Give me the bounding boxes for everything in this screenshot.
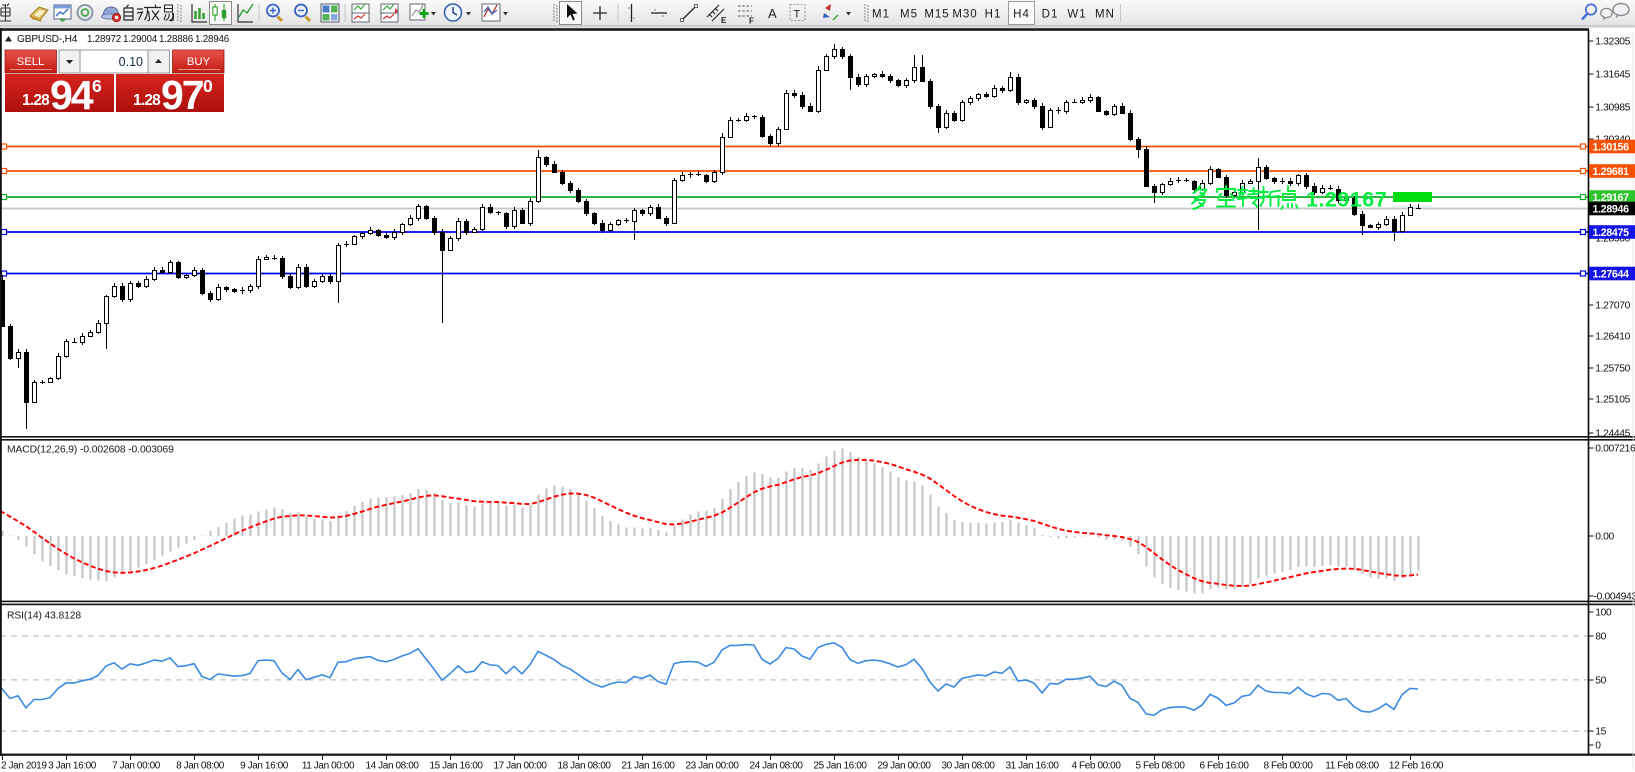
svg-text:1.24445: 1.24445 xyxy=(1595,429,1630,440)
svg-text:8 Jan 08:00: 8 Jan 08:00 xyxy=(176,761,225,772)
svg-text:25 Jan 16:00: 25 Jan 16:00 xyxy=(813,761,867,772)
svg-text:1.32305: 1.32305 xyxy=(1595,37,1630,48)
svg-text:1.29681: 1.29681 xyxy=(1593,166,1630,178)
svg-text:5 Feb 08:00: 5 Feb 08:00 xyxy=(1136,761,1186,772)
svg-text:F: F xyxy=(749,17,754,26)
svg-text:GBPUSD-,H4: GBPUSD-,H4 xyxy=(17,34,78,45)
svg-text:4 Feb 00:00: 4 Feb 00:00 xyxy=(1072,761,1122,772)
svg-text:1.25105: 1.25105 xyxy=(1595,395,1630,406)
svg-text:1.29167: 1.29167 xyxy=(1306,188,1387,212)
svg-text:31 Jan 16:00: 31 Jan 16:00 xyxy=(1005,761,1059,772)
svg-text:94: 94 xyxy=(50,72,94,118)
svg-text:1.28946: 1.28946 xyxy=(195,34,230,45)
svg-text:3 Jan 16:00: 3 Jan 16:00 xyxy=(48,761,97,772)
svg-text:BUY: BUY xyxy=(187,56,211,68)
svg-text:1.27644: 1.27644 xyxy=(1593,269,1630,281)
svg-text:H1: H1 xyxy=(985,9,1002,21)
svg-text:A: A xyxy=(768,6,777,21)
svg-text:29 Jan 00:00: 29 Jan 00:00 xyxy=(877,761,931,772)
svg-text:M15: M15 xyxy=(924,9,949,21)
svg-text:30 Jan 08:00: 30 Jan 08:00 xyxy=(941,761,995,772)
svg-text:-0.004943: -0.004943 xyxy=(1594,592,1635,603)
svg-text:SELL: SELL xyxy=(17,56,45,68)
svg-text:D1: D1 xyxy=(1042,9,1059,21)
svg-text:6: 6 xyxy=(92,76,102,96)
svg-text:T: T xyxy=(794,9,801,21)
svg-text:0: 0 xyxy=(1595,741,1601,752)
svg-text:1.28: 1.28 xyxy=(133,92,161,109)
svg-text:H4: H4 xyxy=(1013,9,1030,21)
svg-text:24 Jan 08:00: 24 Jan 08:00 xyxy=(749,761,803,772)
svg-text:1.28360: 1.28360 xyxy=(1595,234,1630,245)
svg-text:2 Jan 2019: 2 Jan 2019 xyxy=(1,761,47,772)
svg-text:1.28972: 1.28972 xyxy=(87,34,121,45)
svg-text:11 Jan 00:00: 11 Jan 00:00 xyxy=(302,761,355,772)
svg-text:MN: MN xyxy=(1095,9,1115,21)
svg-text:M5: M5 xyxy=(900,9,918,21)
svg-text:E: E xyxy=(721,16,727,25)
svg-text:23 Jan 00:00: 23 Jan 00:00 xyxy=(685,761,739,772)
svg-text:0.007216: 0.007216 xyxy=(1595,444,1635,455)
svg-text:21 Jan 16:00: 21 Jan 16:00 xyxy=(621,761,675,772)
svg-text:W1: W1 xyxy=(1067,9,1086,21)
svg-text:1.31645: 1.31645 xyxy=(1595,70,1630,81)
svg-text:M30: M30 xyxy=(952,9,977,21)
svg-text:M1: M1 xyxy=(872,9,890,21)
svg-text:1.28: 1.28 xyxy=(22,92,50,109)
svg-text:0.00: 0.00 xyxy=(1595,532,1614,543)
svg-text:1.30156: 1.30156 xyxy=(1593,142,1630,154)
svg-text:MACD(12,26,9) -0.002608 -0.003: MACD(12,26,9) -0.002608 -0.003069 xyxy=(7,445,174,456)
svg-text:7 Jan 00:00: 7 Jan 00:00 xyxy=(112,761,161,772)
svg-text:1.28886: 1.28886 xyxy=(159,34,194,45)
svg-text:6 Feb 16:00: 6 Feb 16:00 xyxy=(1200,761,1250,772)
svg-text:0: 0 xyxy=(203,76,213,96)
svg-text:97: 97 xyxy=(161,72,203,118)
svg-text:9 Jan 16:00: 9 Jan 16:00 xyxy=(240,761,289,772)
svg-text:15: 15 xyxy=(1595,727,1606,738)
svg-text:1.28475: 1.28475 xyxy=(1593,227,1630,239)
svg-text:50: 50 xyxy=(1595,676,1606,687)
svg-text:100: 100 xyxy=(1595,608,1612,619)
svg-text:8 Feb 00:00: 8 Feb 00:00 xyxy=(1264,761,1314,772)
svg-text:RSI(14) 43.8128: RSI(14) 43.8128 xyxy=(7,611,81,622)
svg-text:1.29167: 1.29167 xyxy=(1593,192,1630,204)
svg-text:1.27070: 1.27070 xyxy=(1595,301,1630,312)
svg-text:14 Jan 08:00: 14 Jan 08:00 xyxy=(365,761,419,772)
svg-text:1.30985: 1.30985 xyxy=(1595,103,1630,114)
svg-text:11 Feb 08:00: 11 Feb 08:00 xyxy=(1325,761,1379,772)
svg-text:80: 80 xyxy=(1595,632,1606,643)
svg-text:1.25750: 1.25750 xyxy=(1595,364,1630,375)
svg-text:1.26410: 1.26410 xyxy=(1595,332,1630,343)
svg-text:15 Jan 16:00: 15 Jan 16:00 xyxy=(429,761,483,772)
svg-text:17 Jan 00:00: 17 Jan 00:00 xyxy=(493,761,547,772)
svg-text:1.29004: 1.29004 xyxy=(123,34,158,45)
svg-text:12 Feb 16:00: 12 Feb 16:00 xyxy=(1389,761,1444,772)
svg-text:1.28946: 1.28946 xyxy=(1593,204,1630,216)
svg-text:18 Jan 08:00: 18 Jan 08:00 xyxy=(557,761,611,772)
svg-text:0.10: 0.10 xyxy=(119,55,143,69)
